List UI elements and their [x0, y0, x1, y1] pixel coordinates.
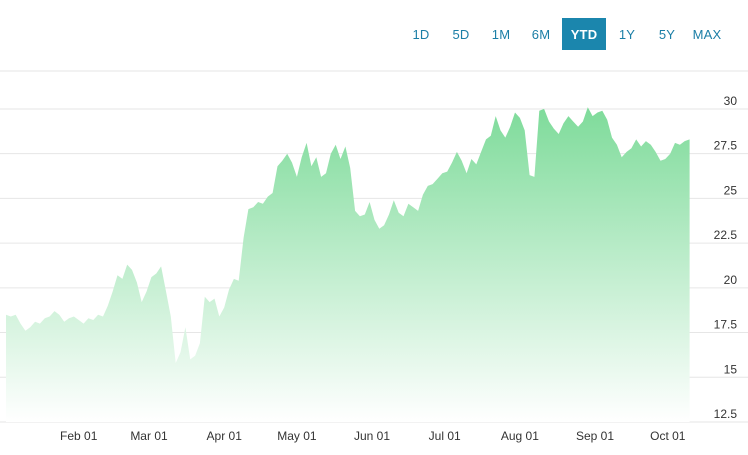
- y-tick-label: 22.5: [714, 228, 738, 242]
- range-button-max[interactable]: MAX: [692, 26, 722, 42]
- range-selector: 1D 5D 1M 6M YTD 1Y 5Y MAX: [400, 18, 726, 50]
- range-button-1d[interactable]: 1D: [412, 26, 430, 42]
- y-tick-label: 20: [724, 273, 738, 287]
- x-tick-label: Aug 01: [501, 429, 539, 443]
- y-tick-label: 30: [724, 94, 738, 108]
- range-button-5d[interactable]: 5D: [452, 26, 470, 42]
- y-tick-label: 17.5: [714, 318, 738, 332]
- range-button-1m[interactable]: 1M: [491, 26, 511, 42]
- range-button-1y[interactable]: 1Y: [618, 26, 636, 42]
- x-tick-label: Sep 01: [576, 429, 614, 443]
- x-tick-label: Mar 01: [130, 429, 168, 443]
- x-tick-label: Apr 01: [207, 429, 243, 443]
- y-tick-label: 27.5: [714, 139, 738, 153]
- y-tick-label: 12.5: [714, 407, 738, 421]
- x-tick-label: May 01: [277, 429, 317, 443]
- y-axis: 12.5 15 17.5 20 22.5 25 27.5 30: [714, 94, 738, 421]
- range-button-5y[interactable]: 5Y: [658, 26, 676, 42]
- y-tick-label: 25: [724, 183, 738, 197]
- x-tick-label: Oct 01: [650, 429, 686, 443]
- x-axis: Feb 01 Mar 01 Apr 01 May 01 Jun 01 Jul 01 Aug …: [60, 429, 686, 443]
- range-button-ytd[interactable]: YTD: [562, 18, 606, 50]
- x-tick-label: Feb 01: [60, 429, 98, 443]
- x-tick-label: Jul 01: [429, 429, 461, 443]
- price-area: [6, 107, 690, 422]
- range-button-6m[interactable]: 6M: [531, 26, 551, 42]
- series-area: [6, 107, 690, 422]
- x-tick-label: Jun 01: [354, 429, 390, 443]
- y-tick-label: 15: [724, 362, 738, 376]
